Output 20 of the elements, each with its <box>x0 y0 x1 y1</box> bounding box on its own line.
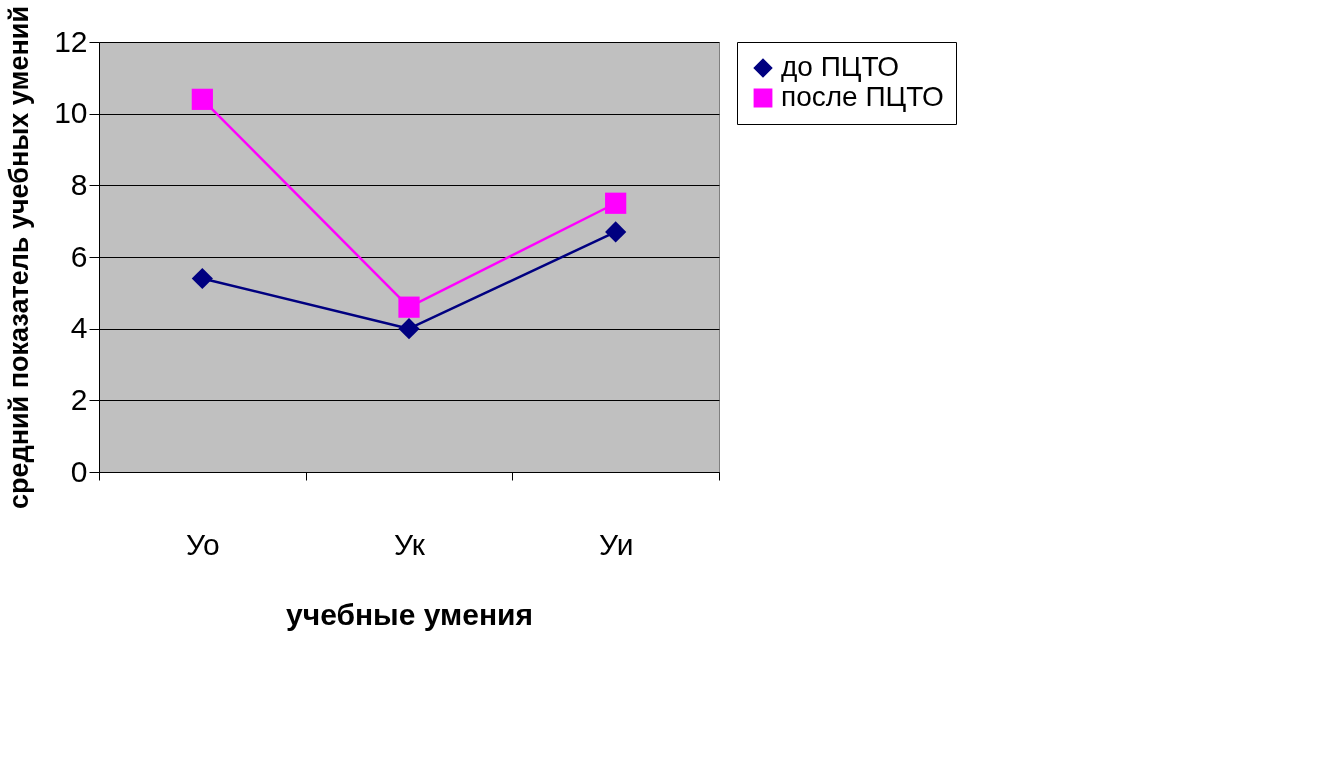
x-axis-title: учебные умения <box>286 597 533 631</box>
y-tick-label: 12 <box>54 24 88 58</box>
point <box>605 192 627 214</box>
y-tick-label: 8 <box>70 167 88 201</box>
y-tick-label: 2 <box>70 382 88 416</box>
x-tick-label: Ук <box>394 527 426 561</box>
y-axis-title: средний показатель учебных умений <box>4 6 35 509</box>
y-tick-label: 10 <box>54 96 88 130</box>
x-tick-label: Уо <box>185 527 220 561</box>
y-tick-label: 0 <box>70 454 88 488</box>
legend-label: после ПЦТО <box>781 81 944 112</box>
y-tick-label: 6 <box>70 239 88 273</box>
legend-label: до ПЦТО <box>781 51 900 82</box>
point <box>398 318 420 340</box>
point <box>605 221 627 243</box>
point <box>191 88 213 110</box>
point <box>191 267 213 290</box>
point <box>398 296 420 318</box>
x-tick-label: Уи <box>598 527 634 561</box>
y-tick-label: 4 <box>70 311 88 345</box>
